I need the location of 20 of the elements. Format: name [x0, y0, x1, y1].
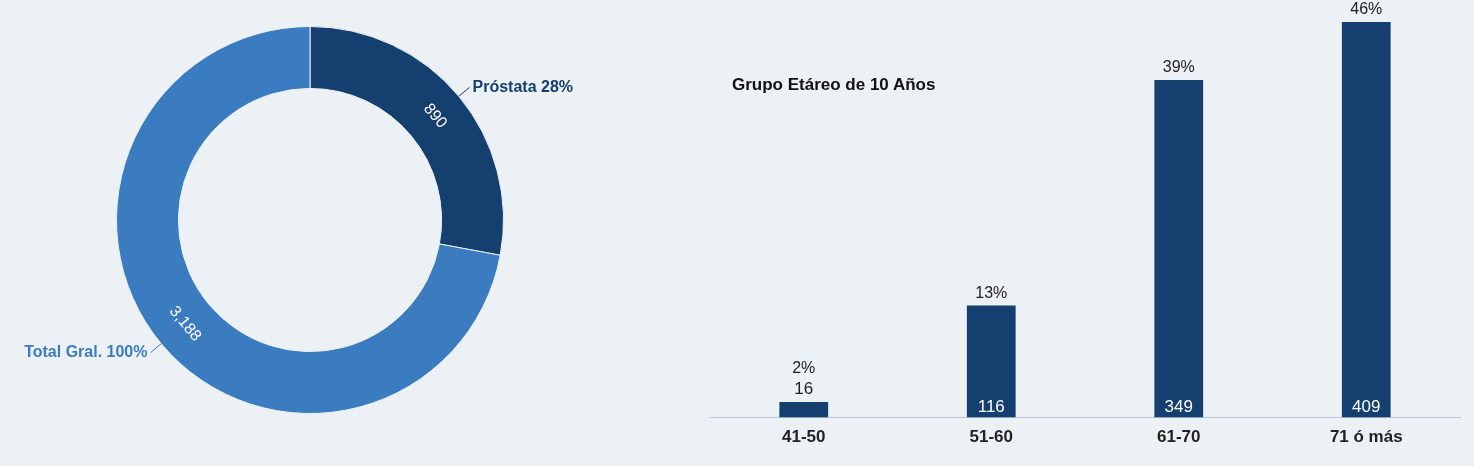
bar — [1154, 80, 1204, 418]
annotation: 13% — [975, 283, 1008, 301]
bar — [779, 402, 829, 418]
data-label: 890 — [420, 99, 451, 132]
data-label: 16 — [794, 379, 814, 399]
bar — [1341, 22, 1391, 418]
annotation: 39% — [1162, 58, 1195, 76]
slice-label: Próstata 28% — [472, 77, 574, 95]
data-label: 409 — [1352, 396, 1381, 416]
slice-label: Total Gral. 100% — [24, 343, 148, 361]
annotation: 2% — [792, 358, 816, 376]
text: Grupo Etáreo de 10 Años — [732, 74, 936, 94]
x-tick-label: 71 ó más — [1329, 427, 1403, 447]
data-label: 116 — [977, 396, 1005, 416]
x-tick-label: 51-60 — [969, 427, 1013, 447]
annotation: 46% — [1350, 0, 1383, 18]
x-tick-label: 41-50 — [782, 427, 826, 447]
bar — [966, 305, 1016, 418]
data-label: 349 — [1164, 396, 1193, 416]
x-tick-label: 61-70 — [1157, 427, 1201, 447]
